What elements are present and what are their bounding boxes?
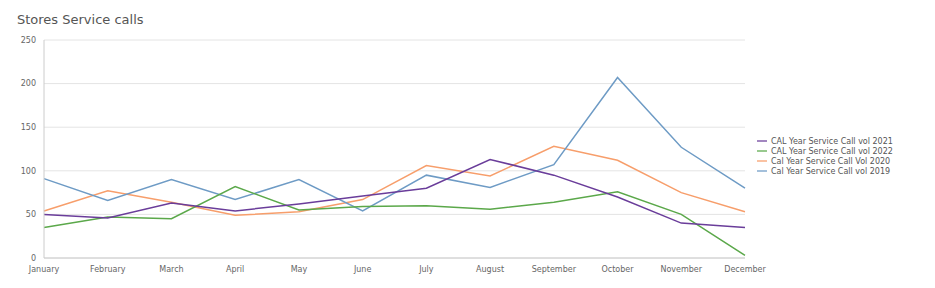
svg-text:250: 250: [21, 36, 36, 45]
svg-text:April: April: [226, 265, 244, 274]
svg-text:50: 50: [26, 210, 36, 219]
svg-text:September: September: [532, 265, 577, 274]
svg-text:October: October: [602, 265, 635, 274]
svg-text:December: December: [724, 265, 766, 274]
svg-text:November: November: [660, 265, 702, 274]
svg-text:150: 150: [21, 123, 36, 132]
svg-text:100: 100: [21, 167, 36, 176]
html-text:Cal Year Service Call Vol 2020: Cal Year Service Call Vol 2020: [771, 156, 891, 166]
svg-text:July: July: [418, 265, 434, 274]
svg-text:August: August: [476, 265, 504, 274]
svg-text:March: March: [159, 265, 183, 274]
svg-text:February: February: [90, 265, 126, 274]
svg-text:June: June: [353, 265, 372, 274]
html-text:CAL Year Service Call vol 2021: CAL Year Service Call vol 2021: [771, 136, 893, 146]
svg-text:May: May: [291, 265, 308, 274]
html-text:Cal Year Service Call vol 2019: Cal Year Service Call vol 2019: [771, 166, 891, 176]
html-text:Stores Service calls: Stores Service calls: [17, 12, 144, 27]
svg-text:0: 0: [31, 254, 36, 263]
html-text:CAL Year Service Call vol 2022: CAL Year Service Call vol 2022: [771, 146, 893, 156]
svg-text:January: January: [28, 265, 60, 274]
svg-text:200: 200: [21, 79, 36, 88]
